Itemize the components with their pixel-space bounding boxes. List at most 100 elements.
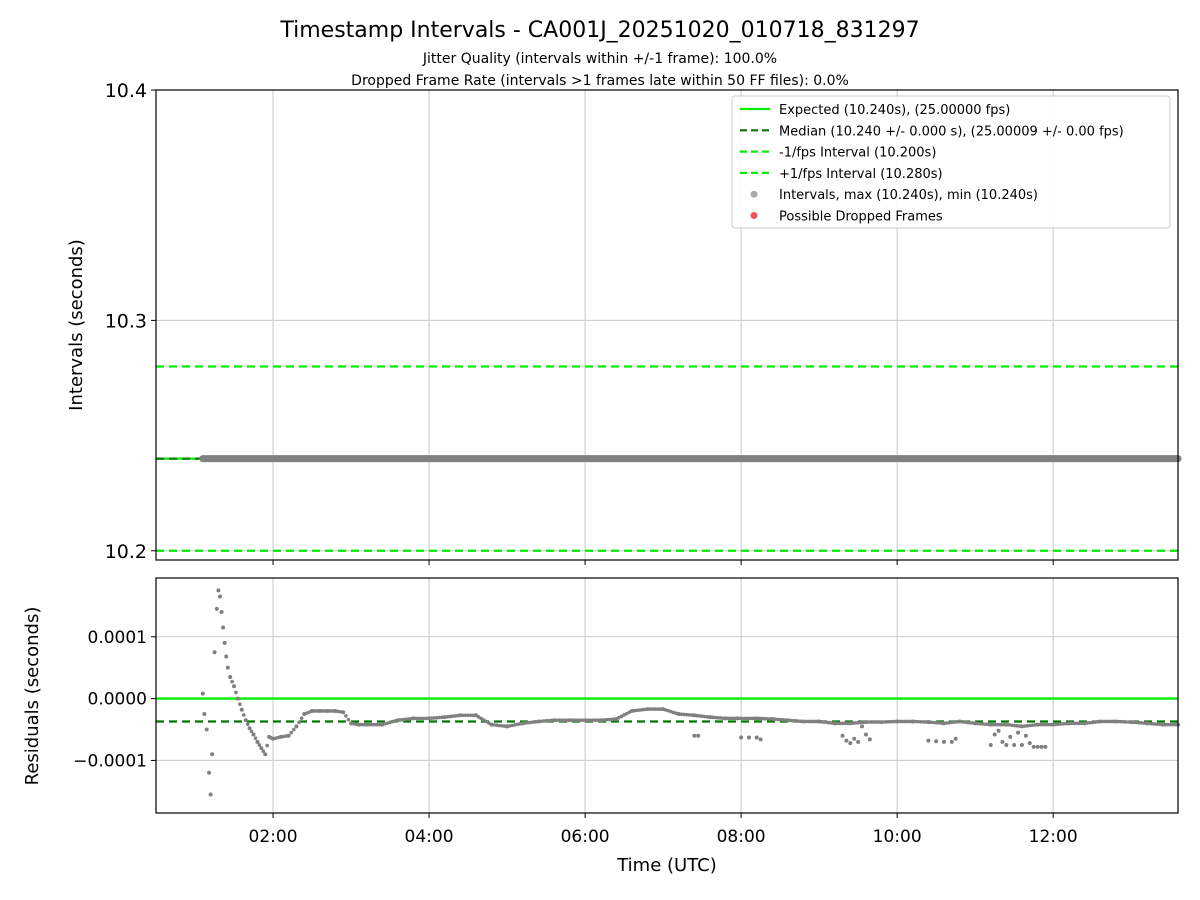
residual-point: [216, 588, 221, 593]
residual-outlier-point: [1004, 742, 1009, 747]
legend-marker: [750, 212, 758, 219]
residuals-reference-lines: [156, 697, 1178, 723]
residual-point: [356, 722, 361, 727]
residual-point: [650, 707, 655, 711]
residual-point: [1124, 720, 1128, 724]
chart-subtitle-dropped: Dropped Frame Rate (intervals >1 frames …: [351, 73, 849, 89]
residual-point: [944, 721, 949, 725]
x-tick-label: 06:00: [561, 827, 610, 847]
residual-point: [448, 714, 452, 719]
residual-point: [554, 718, 559, 723]
residual-point: [414, 716, 418, 721]
residuals-panel: −0.0001 0.0000 0.0001 02:00 04:00 06:00 08:00…: [22, 560, 1180, 876]
residual-point: [978, 721, 983, 726]
residual-point: [310, 708, 315, 713]
residual-point: [523, 721, 528, 725]
legend-label: +1/fps Interval (10.280s): [779, 167, 943, 182]
residual-point: [858, 720, 863, 725]
residual-point: [788, 718, 793, 723]
residual-point: [234, 690, 238, 695]
residual-point: [838, 721, 842, 726]
residual-outlier-point: [863, 732, 868, 737]
legend-box: [731, 95, 1171, 229]
residual-point: [450, 714, 455, 719]
residual-point: [445, 715, 450, 719]
residual-point: [222, 640, 227, 645]
residual-point: [825, 720, 829, 725]
x-tick-label: 08:00: [717, 827, 766, 847]
residual-point: [546, 718, 551, 723]
residual-point: [949, 720, 954, 725]
residuals-axes-frame: [155, 577, 1179, 814]
residual-point: [1085, 721, 1089, 725]
residual-point: [432, 716, 437, 720]
residual-point: [429, 716, 434, 720]
residual-point: [851, 721, 855, 725]
residual-point: [247, 726, 252, 731]
residual-point: [406, 717, 411, 721]
residual-outlier-point: [848, 741, 853, 746]
residual-point: [539, 719, 543, 724]
residual-point: [760, 716, 764, 721]
legend-label: Median (10.240 +/- 0.000 s), (25.00009 +…: [779, 124, 1124, 139]
residual-point: [874, 720, 879, 724]
residual-point: [243, 718, 248, 723]
residual-point: [1061, 721, 1066, 726]
residual-point: [263, 752, 268, 757]
residual-point: [806, 719, 811, 724]
residual-point: [463, 713, 468, 718]
x-ticks: 02:00 04:00 06:00 08:00 10:00 12:00: [249, 560, 1078, 847]
residual-point: [559, 718, 564, 723]
residual-point: [601, 718, 606, 722]
residual-point: [871, 720, 876, 724]
residual-point: [228, 674, 233, 679]
residual-outlier-point: [941, 739, 946, 744]
residual-point: [461, 713, 465, 718]
residual-point: [202, 712, 207, 717]
residual-point: [289, 730, 294, 735]
residual-point: [754, 716, 759, 721]
legend-marker: [750, 190, 758, 198]
residual-point: [921, 720, 925, 724]
residual-point: [812, 719, 816, 724]
chart-subtitle-jitter: Jitter Quality (intervals within +/-1 fr…: [422, 51, 777, 67]
residual-point: [679, 712, 684, 717]
residual-point: [588, 718, 593, 723]
residual-point: [965, 720, 970, 725]
residual-point: [1035, 722, 1040, 727]
residual-point: [1100, 719, 1105, 724]
residual-point: [1090, 720, 1094, 725]
residual-point: [632, 708, 637, 713]
residual-point: [1087, 720, 1092, 725]
residual-point: [557, 718, 561, 723]
residual-point: [317, 708, 322, 713]
residual-point: [208, 792, 213, 797]
residual-point: [697, 714, 702, 718]
residual-point: [832, 721, 837, 726]
residual-point: [916, 719, 920, 724]
residual-point: [947, 720, 951, 725]
residual-point: [544, 719, 548, 723]
residual-point: [653, 707, 658, 711]
residual-point: [887, 719, 892, 724]
residuals-y-tick-label: 0.0000: [88, 690, 147, 710]
residual-point: [1022, 724, 1027, 728]
residual-point: [1139, 721, 1144, 725]
residual-point: [843, 721, 847, 726]
residual-point: [265, 743, 269, 748]
residual-outlier-point: [754, 735, 759, 740]
residual-outlier-point: [949, 739, 954, 744]
x-tick-label: 04:00: [405, 827, 454, 847]
residual-point: [931, 720, 936, 725]
residual-point: [656, 707, 660, 711]
residual-point: [235, 696, 240, 701]
intervals-y-label: Intervals (seconds): [66, 239, 87, 411]
residual-point: [715, 715, 720, 720]
residual-point: [983, 722, 988, 726]
residual-point: [1097, 719, 1102, 724]
residual-point: [1121, 719, 1126, 724]
residual-point: [320, 709, 325, 713]
residual-outlier-point: [1016, 730, 1021, 735]
residual-point: [1147, 721, 1152, 726]
